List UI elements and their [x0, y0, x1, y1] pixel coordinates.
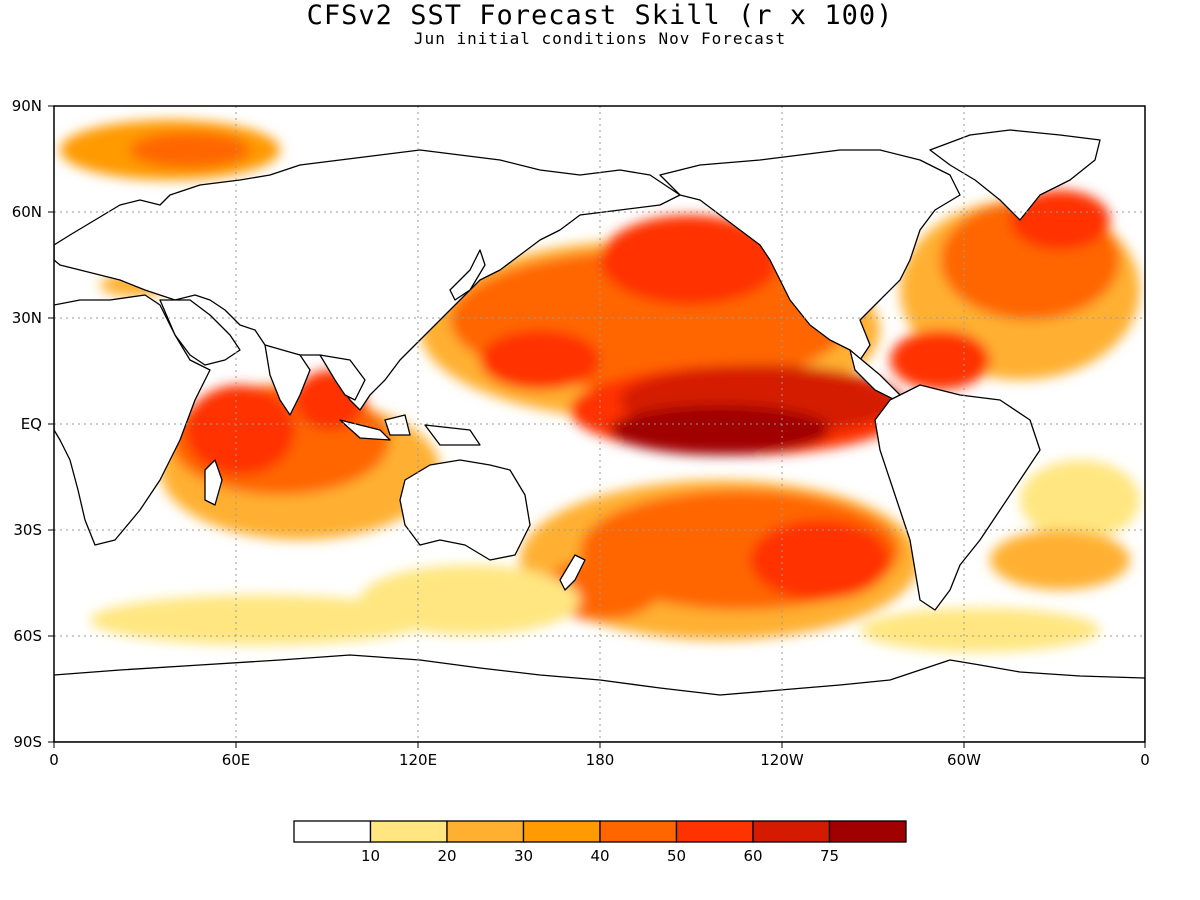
- lon-label: 120E: [399, 751, 437, 769]
- lat-label: 90S: [13, 733, 42, 751]
- legend-label: 60: [743, 847, 762, 865]
- lon-label: 0: [1140, 751, 1150, 769]
- lon-label: 0: [49, 751, 59, 769]
- legend-label: 20: [437, 847, 456, 865]
- lon-label: 60E: [222, 751, 251, 769]
- legend-label: 10: [361, 847, 380, 865]
- legend-swatch: [522, 820, 601, 843]
- legend-swatch: [293, 820, 372, 843]
- lat-label: 60S: [13, 627, 42, 645]
- lon-tick-labels: 0 60E 120E 180 120W 60W 0: [49, 751, 1150, 769]
- lat-tick-labels: 90N 60N 30N EQ 30S 60S 90S: [12, 97, 42, 751]
- legend-swatch: [675, 820, 754, 843]
- lon-label: 180: [586, 751, 615, 769]
- legend-label: 50: [667, 847, 686, 865]
- legend-label: 40: [590, 847, 609, 865]
- axis-ticks: [48, 105, 1146, 748]
- legend-swatch: [599, 820, 678, 843]
- legend-swatch: [828, 820, 907, 843]
- lat-label: 90N: [12, 97, 42, 115]
- color-legend: 10 20 30 40 50 60 75: [293, 820, 907, 865]
- land-masses: [54, 129, 1145, 742]
- map-grid: [54, 106, 1145, 742]
- lat-label: EQ: [21, 415, 42, 433]
- chart-title: CFSv2 SST Forecast Skill (r x 100): [306, 0, 894, 31]
- lon-label: 120W: [760, 751, 804, 769]
- legend-label: 30: [514, 847, 533, 865]
- legend-swatch: [446, 820, 525, 843]
- chart-subtitle: Jun initial conditions Nov Forecast: [413, 29, 787, 48]
- legend-swatch: [752, 820, 831, 843]
- legend-label: 75: [820, 847, 839, 865]
- legend-swatch: [369, 820, 448, 843]
- lon-label: 60W: [947, 751, 981, 769]
- lat-label: 30N: [12, 309, 42, 327]
- lat-label: 60N: [12, 203, 42, 221]
- lat-label: 30S: [13, 521, 42, 539]
